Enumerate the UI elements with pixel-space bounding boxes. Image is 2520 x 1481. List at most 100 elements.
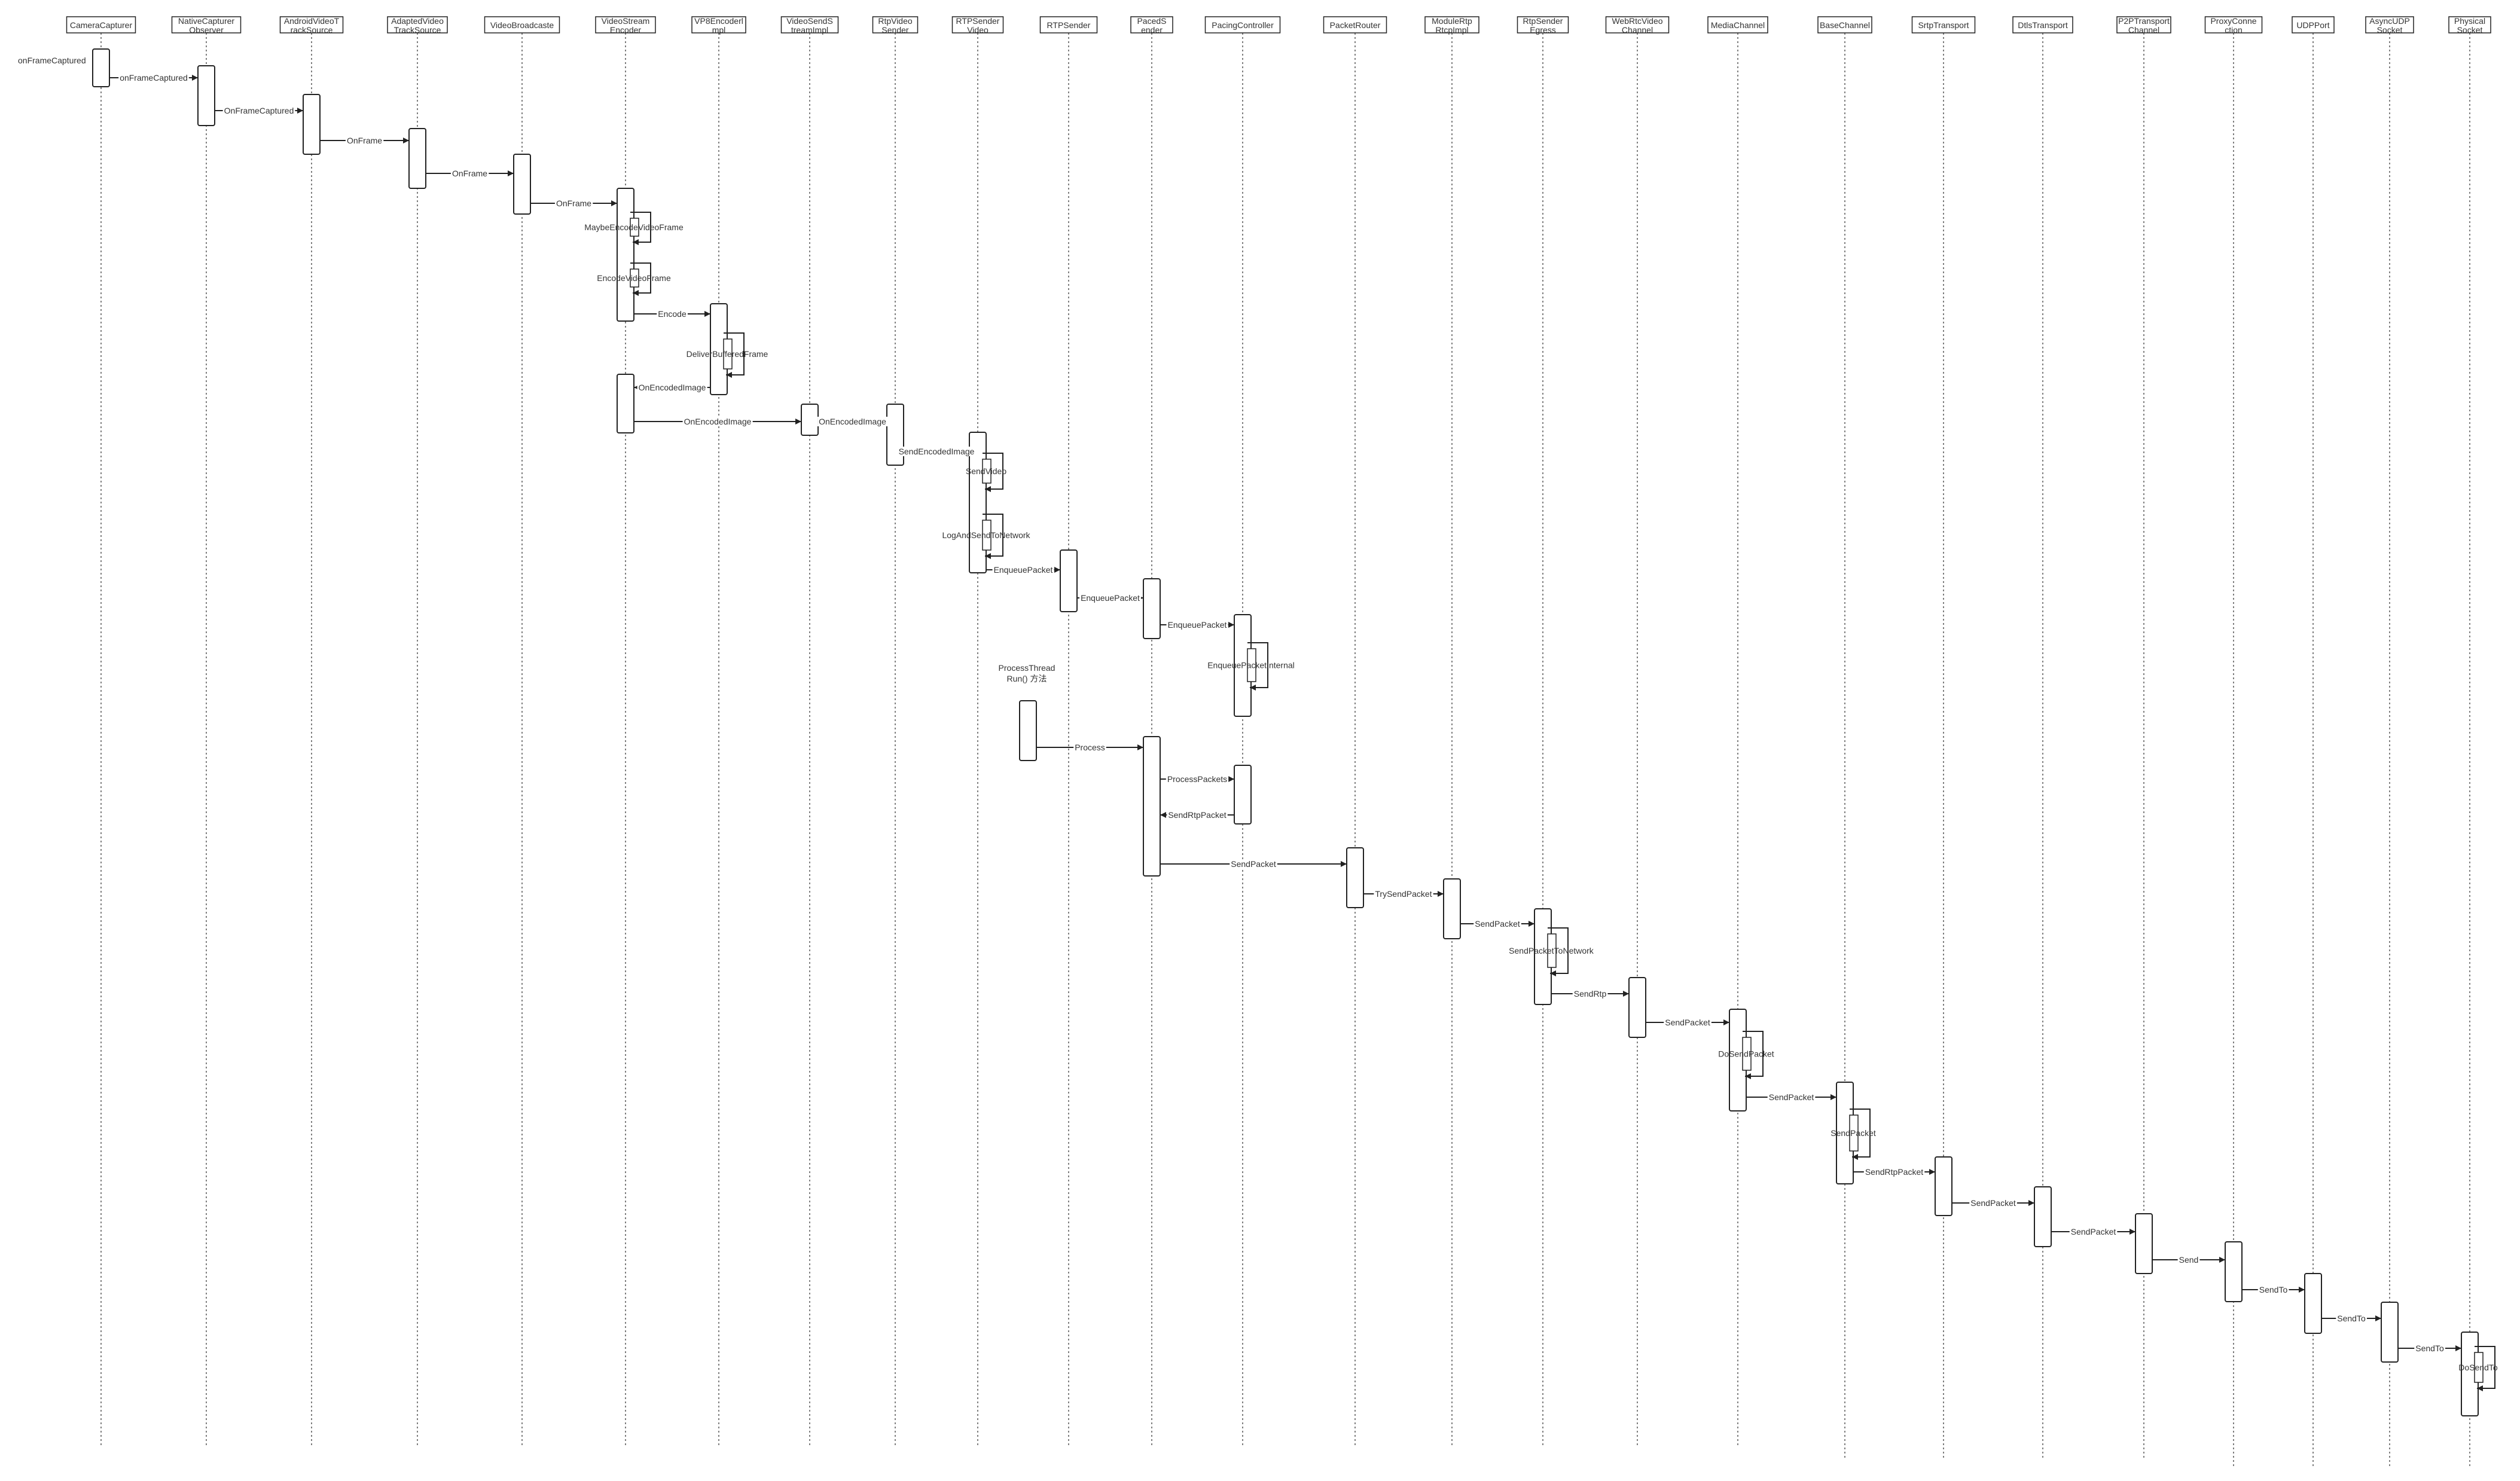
participant-box: [66, 16, 136, 33]
message-process: Process: [1036, 743, 1143, 752]
label-backing: [2257, 1285, 2289, 1294]
message-label: MaybeEncodeVideoFrame: [584, 222, 684, 232]
nested-activation: [1742, 1037, 1752, 1071]
activation-bar-pacedsender: [1143, 578, 1161, 639]
nested-activation: [723, 338, 733, 370]
label-backing: [1767, 1092, 1816, 1102]
activation-bar-nativecapturerobserver: [197, 65, 215, 126]
message-label: SendPacket: [1475, 919, 1520, 929]
message-logandsendtonetwork: LogAndSendToNetwork: [942, 514, 1031, 559]
participant-box: [387, 16, 448, 33]
participant-label: RTPSender: [956, 16, 1000, 26]
message-label: OnFrameCaptured: [224, 106, 294, 115]
message-label: SendRtpPacket: [1168, 810, 1226, 820]
message-label: SendTo: [2259, 1285, 2288, 1294]
participant-box: [171, 16, 242, 33]
message-label: SendRtp: [1574, 989, 1607, 998]
message-label: Encode: [658, 309, 687, 319]
message-label: TrySendPacket: [1375, 889, 1432, 899]
message-dosendpacket: DoSendPacket: [1718, 1031, 1774, 1079]
participant-label: ction: [2225, 25, 2243, 35]
participant-cameracapturer: CameraCapturer: [66, 16, 136, 33]
message-label: EnqueuePacket: [1081, 593, 1140, 603]
participant-box: [2116, 16, 2171, 33]
nested-activation: [2474, 1352, 2484, 1383]
message-sendencodedimage: SendEncodedImage: [897, 447, 976, 456]
label-backing: [817, 417, 888, 426]
participant-label: P2PTransport: [2118, 16, 2170, 26]
label-backing: [637, 383, 707, 392]
message-enqueuepacketinternal: EnqueuePacketInternal: [1207, 642, 1295, 691]
message-deliverbufferedframe: DeliverBufferedFrame: [687, 332, 768, 378]
message-label: OnFrame: [556, 199, 591, 208]
participant-label: AsyncUDP: [2369, 16, 2410, 26]
message-trysendpacket: TrySendPacket: [1363, 889, 1444, 899]
participant-label: PacedS: [1137, 16, 1166, 26]
message-sendpacket: SendPacket: [1646, 1018, 1729, 1027]
message-sendto: SendTo: [2398, 1343, 2461, 1353]
message-sendpacket: SendPacket: [1160, 859, 1347, 869]
activation-bar-videobroadcaster: [513, 154, 531, 215]
message-sendpacket: SendPacket: [1460, 919, 1534, 929]
message-encodevideoframe: EncodeVideoFrame: [597, 262, 671, 296]
participant-label: RTPSender: [1047, 20, 1091, 30]
message-label: OnFrame: [347, 136, 382, 145]
activation-bar-proxyconnection: [2225, 1241, 2243, 1302]
participant-label: TrackSource: [394, 25, 441, 35]
message-label: SendTo: [2337, 1314, 2366, 1323]
label-backing: [992, 565, 1054, 575]
participant-box: [1130, 16, 1173, 33]
participant-label: ender: [1141, 25, 1163, 35]
label-backing: [345, 136, 384, 145]
message-sendpacket: SendPacket: [2051, 1227, 2135, 1236]
activation-bar-videosendstreamimpl: [801, 404, 819, 436]
message-label: SendPacket: [1665, 1018, 1710, 1027]
participant-label: Encoder: [610, 25, 641, 35]
message-label: OnEncodedImage: [819, 417, 886, 426]
activation-bar-cameracapturer: [92, 48, 110, 87]
self-call-arrow: [1850, 1109, 1871, 1160]
lifelines-layer: [100, 33, 2470, 1468]
self-call-arrow: [630, 212, 651, 245]
participant-label: VideoBroadcaste: [490, 20, 554, 30]
message-label: OnEncodedImage: [684, 417, 752, 426]
label-backing: [1664, 1018, 1711, 1027]
label-backing: [1166, 620, 1228, 630]
message-label: EnqueuePacket: [994, 565, 1053, 575]
participant-pacingcontroller: PacingController: [1204, 16, 1281, 33]
participant-label: RtpSender: [1523, 16, 1563, 26]
participant-box: [484, 16, 560, 33]
message-processpackets: ProcessPackets: [1160, 774, 1234, 784]
label-backing: [2069, 1227, 2118, 1236]
activation-bar-packetrouter: [1346, 847, 1364, 908]
message-dosendto: DoSendTo: [2458, 1346, 2498, 1391]
participant-dtlstransport: DtlsTransport: [2012, 16, 2073, 33]
label-backing: [1166, 774, 1229, 784]
participant-rtpsender: RTPSender: [1039, 16, 1098, 33]
label-backing: [222, 106, 295, 115]
message-label: DeliverBufferedFrame: [687, 349, 768, 359]
note-label: Run() 方法: [1007, 674, 1047, 683]
message-onframecaptured: OnFrameCaptured: [215, 106, 303, 115]
message-label: SendEncodedImage: [899, 447, 975, 456]
participant-label: Physical: [2454, 16, 2485, 26]
activation-bar-videostreamencoder: [617, 188, 634, 322]
participant-label: mpl: [712, 25, 726, 35]
activation-bar-p2ptransportchannel: [2135, 1213, 2153, 1274]
message-label: EnqueuePacket: [1168, 620, 1227, 630]
nested-activation: [1547, 933, 1557, 968]
participant-label: WebRtcVideo: [1612, 16, 1662, 26]
message-onframe: OnFrame: [530, 199, 617, 208]
message-label: Send: [2179, 1255, 2199, 1265]
participant-box: [1605, 16, 1670, 33]
message-sendto: SendTo: [2321, 1314, 2381, 1323]
participant-label: treamImpl: [791, 25, 828, 35]
participant-label: Observer: [189, 25, 224, 35]
